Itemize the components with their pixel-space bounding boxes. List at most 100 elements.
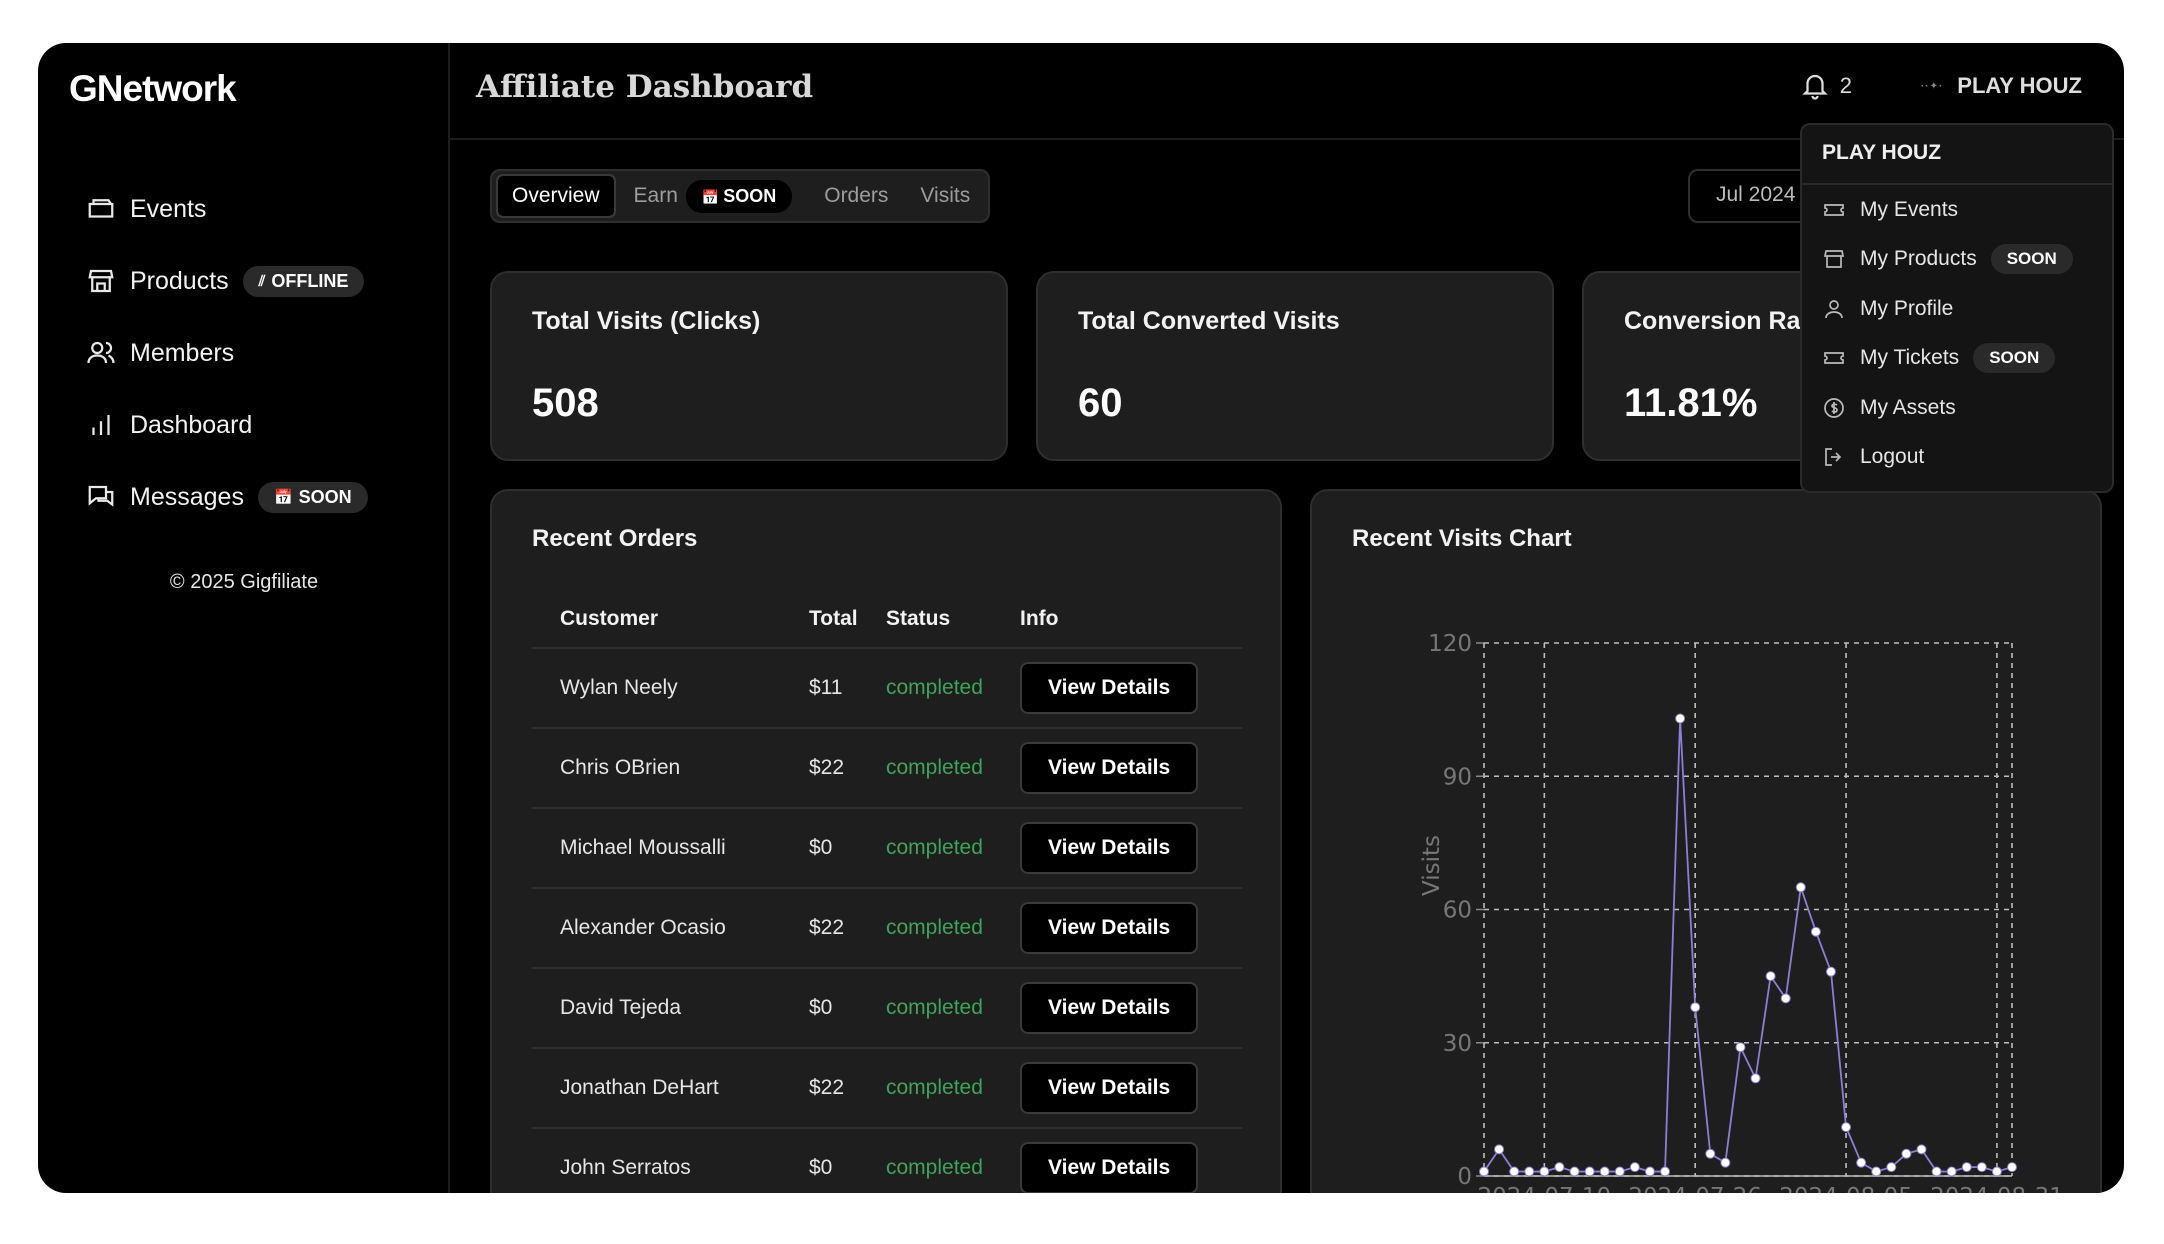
total-cell: $22 [809, 756, 845, 779]
data-point [1614, 1166, 1625, 1177]
column-header: Info [1020, 607, 1059, 630]
calendar-icon: 📅 [273, 489, 293, 506]
total-cell: $0 [809, 996, 833, 1019]
data-point [1644, 1166, 1655, 1177]
tab-earn[interactable]: Earn 📅 SOON [620, 172, 807, 221]
tab-orders[interactable]: Orders [824, 184, 889, 207]
customer-cell: Michael Moussalli [560, 836, 726, 859]
tab-bar: Overview Earn 📅 SOON Orders Visits [490, 169, 991, 223]
status-cell: completed [886, 836, 983, 859]
logout-icon [1825, 448, 1842, 467]
offline-badge: ⫽ OFFLINE [242, 265, 365, 297]
menu-item-my-products[interactable]: My Products SOON [1802, 235, 2112, 285]
copyright: © 2025 Gigfiliate [169, 571, 319, 593]
view-details-button[interactable]: View Details [1020, 1142, 1199, 1193]
view-details-button[interactable]: View Details [1020, 902, 1199, 954]
sidebar-item-label: Dashboard [130, 410, 253, 439]
users-icon [84, 336, 118, 370]
notifications-button[interactable]: 2 [1800, 71, 1852, 101]
soon-badge: 📅 SOON [257, 481, 368, 513]
username: PLAY HOUZ [1957, 73, 2082, 98]
stat-value: 60 [1078, 381, 1123, 425]
y-tick-label: 30 [1443, 1031, 1472, 1057]
date-filter-button[interactable]: Jul 2024 [1688, 169, 1818, 223]
stat-label: Conversion Rate [1624, 307, 1823, 335]
top-header: Affiliate Dashboard 2 ··✦· PLAY HOUZ [450, 43, 2124, 140]
menu-item-my-profile[interactable]: My Profile [1802, 284, 2112, 334]
info-cell: View Details [1020, 662, 1242, 714]
total-cell: $22 [809, 916, 845, 939]
data-point [1735, 1042, 1746, 1053]
view-details-button[interactable]: View Details [1020, 742, 1199, 794]
visits-line-chart: 0 30 60 90 120 2024-07-10 2024-07-26 2024-08-05… [1419, 631, 2064, 1193]
dollar-circle-icon [1824, 397, 1844, 418]
status-cell: completed [886, 1076, 983, 1099]
data-point [1569, 1166, 1580, 1177]
table-header: Customer Total Status Info [532, 591, 1242, 649]
data-point [1961, 1162, 1972, 1173]
data-point [1901, 1148, 1912, 1159]
data-point [1629, 1162, 1640, 1173]
view-details-button[interactable]: View Details [1020, 822, 1199, 874]
sidebar-item-members[interactable]: Members [84, 317, 368, 389]
data-point [1750, 1073, 1761, 1084]
data-point [1871, 1166, 1882, 1177]
info-cell: View Details [1020, 1142, 1242, 1193]
ticket-icon [84, 192, 118, 226]
y-tick-label: 120 [1428, 631, 1472, 657]
tab-overview[interactable]: Overview [496, 174, 616, 218]
total-cell: $0 [809, 836, 833, 859]
card-title: Recent Visits Chart [1352, 525, 1572, 552]
customer-cell: David Tejeda [560, 996, 682, 1019]
data-point [1946, 1166, 1957, 1177]
sidebar-item-label: Messages [130, 482, 244, 511]
sidebar-item-messages[interactable]: Messages 📅 SOON [84, 461, 368, 533]
table-row: Chris OBrien $22 completed View Details [532, 729, 1242, 809]
table-row: David Tejeda $0 completed View Details [532, 969, 1242, 1049]
data-point [1479, 1166, 1489, 1177]
signal-off-icon: ⫽ [258, 272, 266, 290]
table-row: John Serratos $0 completed View Details [532, 1129, 1242, 1193]
bell-icon [1802, 74, 1828, 100]
store-icon [1823, 250, 1845, 269]
notification-count: 2 [1839, 73, 1852, 98]
x-tick-label: 2024-07-10 [1478, 1184, 1612, 1193]
tab-visits[interactable]: Visits [920, 184, 971, 207]
data-point [1916, 1144, 1927, 1155]
soon-badge: 📅 SOON [685, 179, 793, 213]
menu-item-logout[interactable]: Logout [1802, 433, 2112, 483]
menu-item-my-events[interactable]: My Events [1802, 185, 2112, 235]
data-point [1765, 971, 1776, 982]
x-tick-label: 2024-08-31 [1930, 1184, 2064, 1193]
menu-header: PLAY HOUZ [1802, 125, 2112, 185]
sidebar-item-dashboard[interactable]: Dashboard [84, 389, 368, 461]
menu-item-my-tickets[interactable]: My Tickets SOON [1802, 334, 2112, 384]
data-point [1825, 966, 1836, 977]
calendar-icon: 📅 [701, 188, 724, 205]
x-tick-label: 2024-07-26 [1628, 1184, 1762, 1193]
user-avatar-icon: ··✦· [1920, 80, 1944, 92]
data-point [1660, 1166, 1671, 1177]
y-axis-label: Visits [1419, 835, 1445, 896]
view-details-button[interactable]: View Details [1020, 982, 1199, 1034]
status-cell: completed [886, 916, 983, 939]
data-point [1584, 1166, 1595, 1177]
app-window: GNetwork Events Products ⫽ OFFLINE [38, 43, 2124, 1193]
ticket-icon [1824, 203, 1844, 216]
soon-badge: SOON [1990, 244, 2073, 275]
sidebar-item-events[interactable]: Events [84, 173, 368, 245]
series-line [1483, 718, 2013, 1173]
view-details-button[interactable]: View Details [1020, 662, 1199, 714]
user-menu-button[interactable]: ··✦· PLAY HOUZ [1921, 73, 2082, 99]
menu-item-my-assets[interactable]: My Assets [1802, 383, 2112, 433]
info-cell: View Details [1020, 1062, 1242, 1114]
customer-cell: Chris OBrien [560, 756, 681, 779]
stat-card-converted-visits: Total Converted Visits 60 [1036, 271, 1554, 461]
total-cell: $0 [809, 1156, 833, 1179]
sidebar-item-products[interactable]: Products ⫽ OFFLINE [84, 245, 368, 317]
data-point [1675, 713, 1686, 724]
data-point [1509, 1166, 1520, 1177]
view-details-button[interactable]: View Details [1020, 1062, 1199, 1114]
brand-logo[interactable]: GNetwork [69, 68, 237, 109]
data-point [1886, 1162, 1897, 1173]
